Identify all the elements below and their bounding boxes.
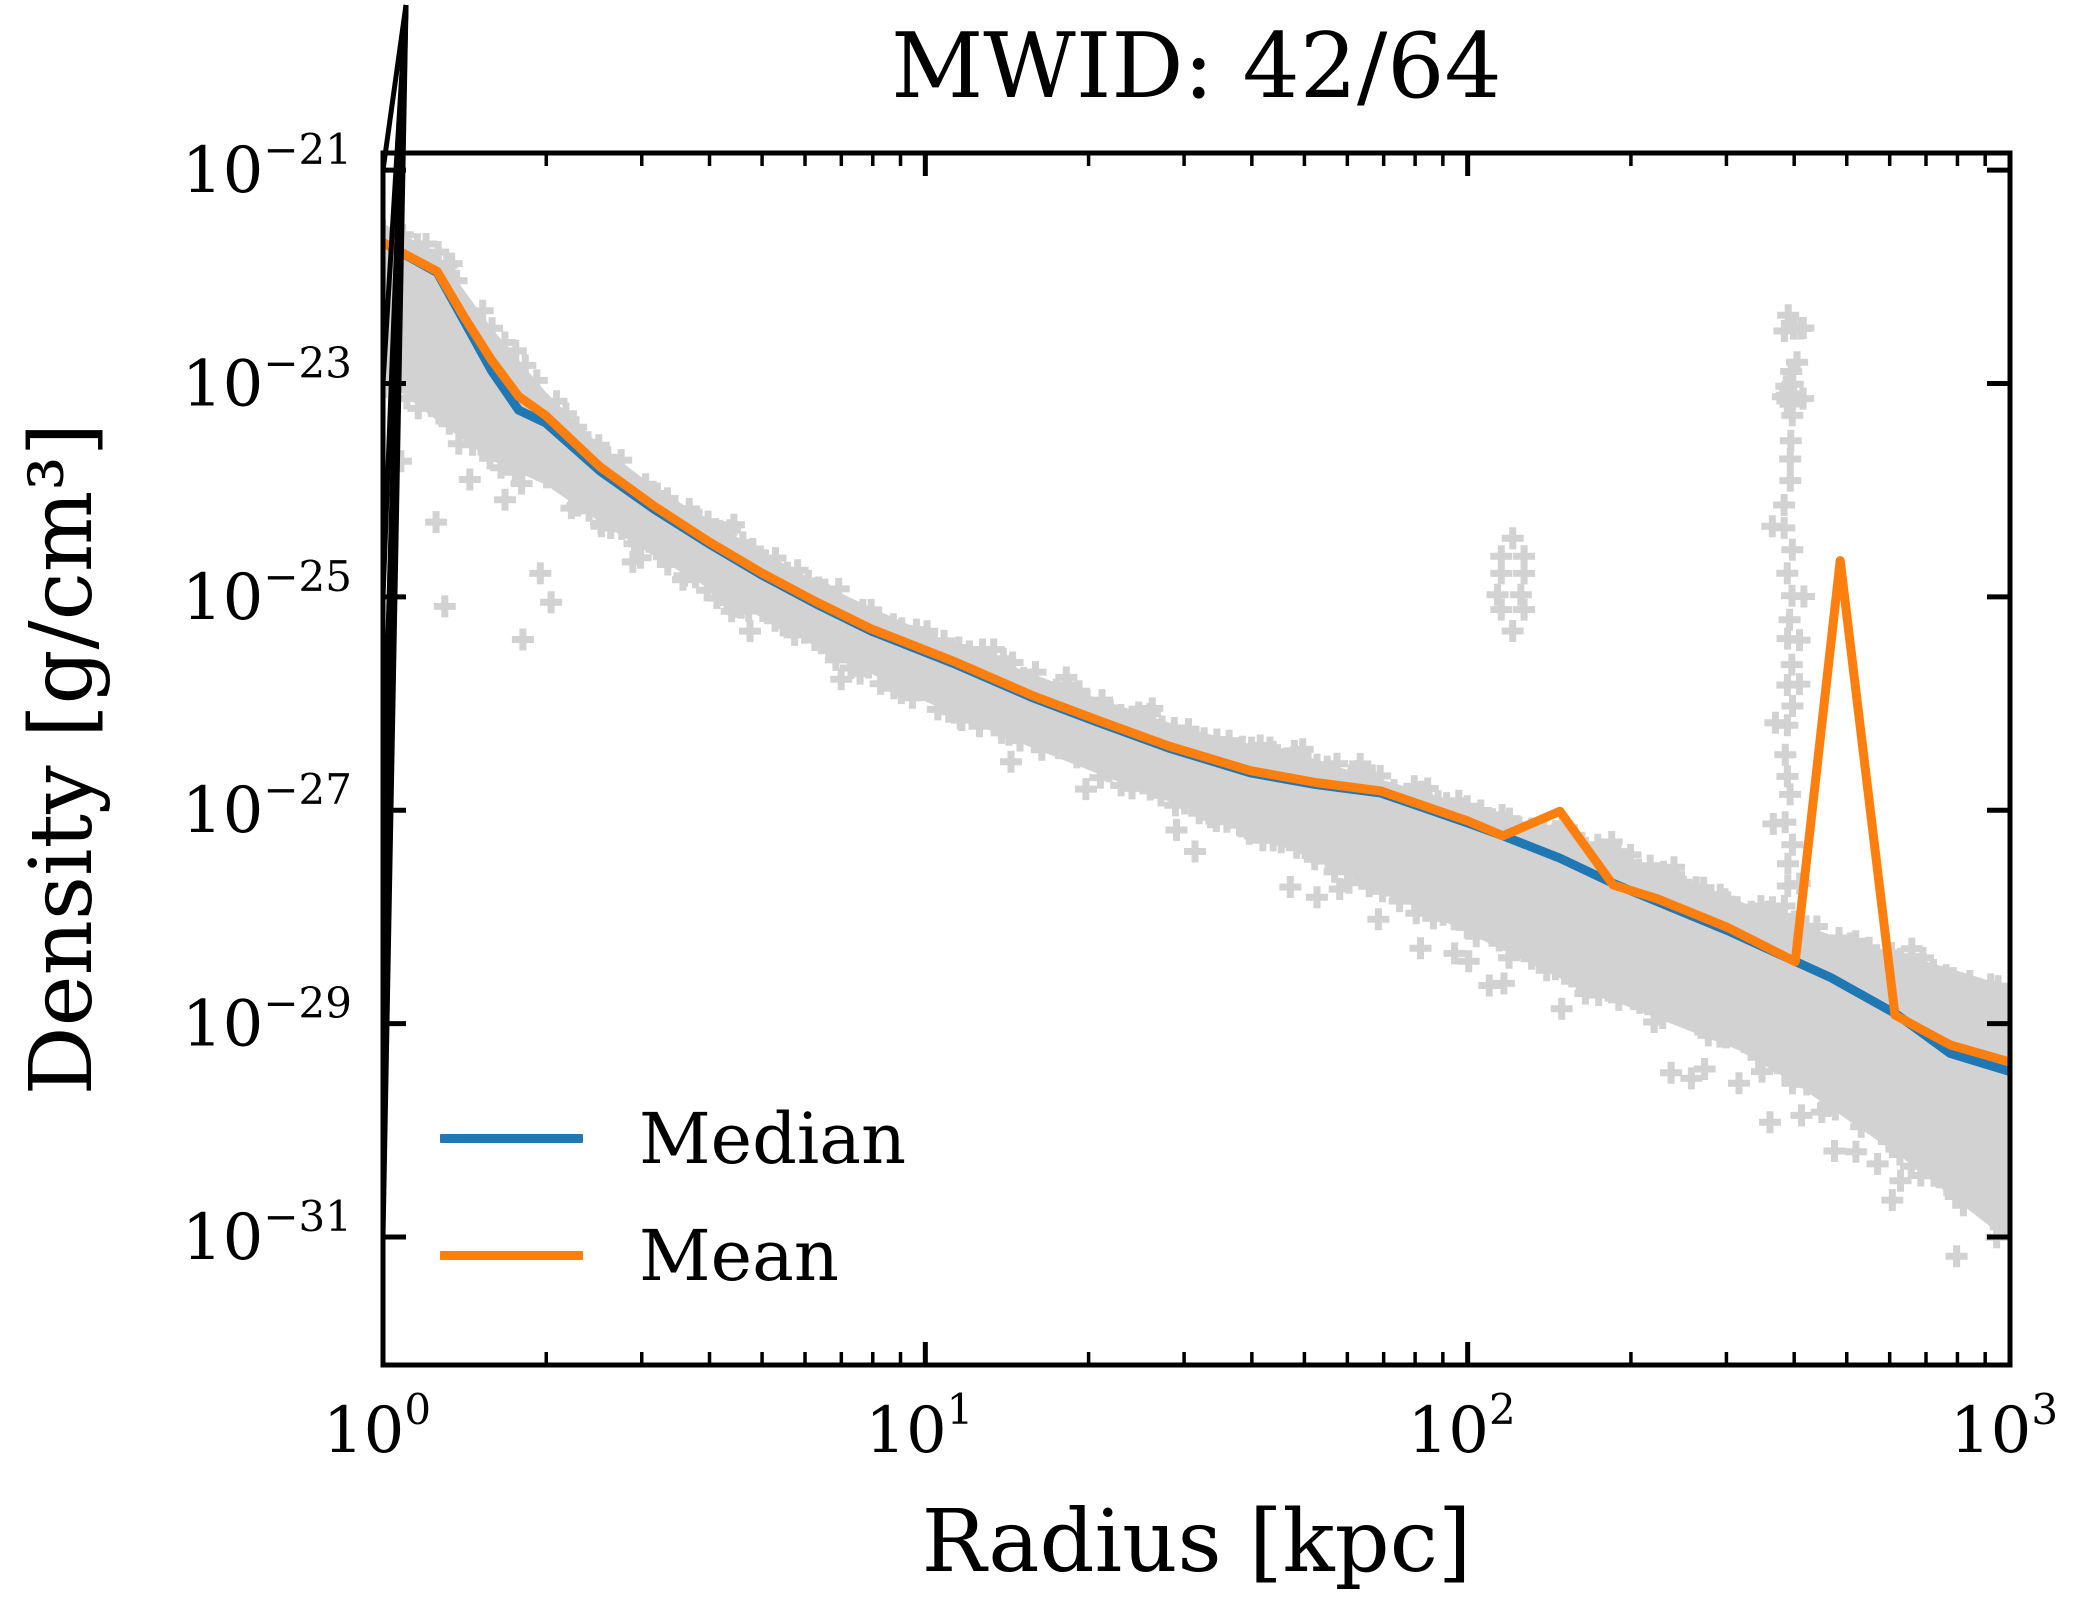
svg-text:10−23: 10−23 (182, 338, 352, 421)
svg-text:10−29: 10−29 (182, 979, 352, 1062)
svg-text:10−25: 10−25 (182, 552, 352, 635)
plot-title: MWID: 42/64 (891, 14, 1502, 119)
legend-item-median: Median (440, 1080, 906, 1197)
data-layer (383, 219, 2010, 1268)
legend-label-median: Median (639, 1097, 907, 1180)
svg-text:10−27: 10−27 (182, 765, 352, 848)
svg-text:10−31: 10−31 (182, 1192, 352, 1275)
svg-text:102: 102 (1408, 1385, 1516, 1468)
svg-text:103: 103 (1950, 1385, 2058, 1468)
legend-label-mean: Mean (639, 1214, 839, 1297)
y-axis-label: Density [g/cm³] (12, 422, 112, 1096)
mean-line (383, 238, 2010, 1067)
legend-item-mean: Mean (440, 1197, 906, 1314)
scatter-plus-markers (383, 219, 2010, 1268)
x-axis-label: Radius [kpc] (921, 1492, 1472, 1592)
svg-text:10−21: 10−21 (182, 125, 352, 208)
median-line-swatch (440, 1134, 583, 1143)
axes-frame (380, 4, 2013, 1368)
svg-text:100: 100 (323, 1385, 431, 1468)
mean-line-swatch (440, 1251, 583, 1260)
svg-text:101: 101 (865, 1385, 973, 1468)
legend: Median Mean (440, 1080, 906, 1314)
axis-tick-labels: 100 101 102 103 10−21 10−23 10−25 10−27 10−29 10−… (182, 125, 2058, 1468)
